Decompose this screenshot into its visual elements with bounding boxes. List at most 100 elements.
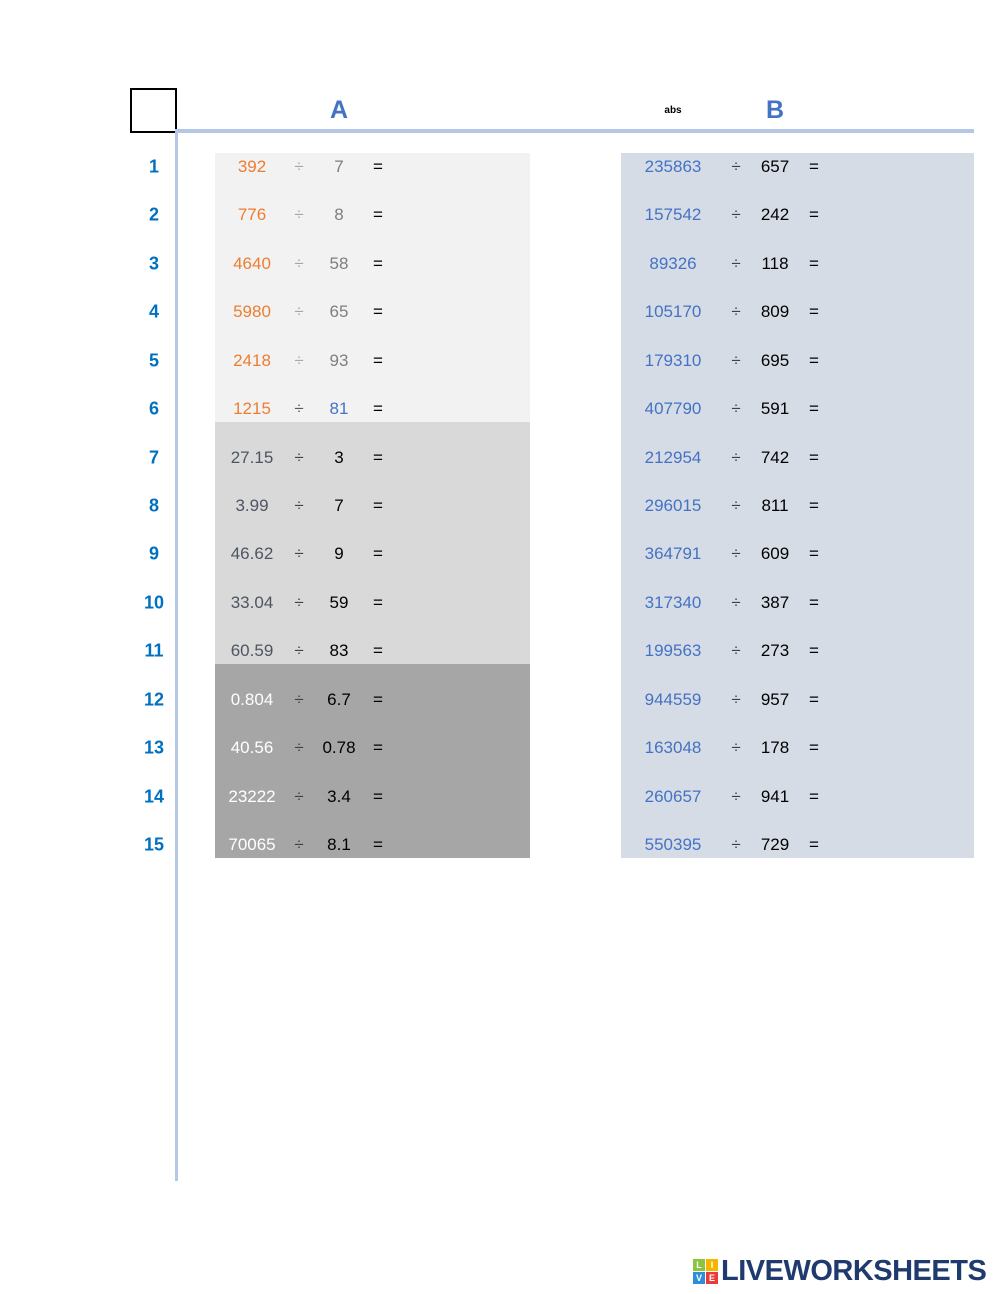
- b-divide-sign: ÷: [731, 786, 741, 806]
- a-dividend: 33.04: [230, 592, 274, 612]
- row-number: 3: [148, 253, 160, 274]
- b-divisor: 273: [760, 641, 790, 661]
- b-dividend: 179310: [644, 350, 702, 370]
- a-equals-sign: =: [373, 641, 383, 661]
- b-dividend: 235863: [644, 157, 702, 176]
- row-number: 10: [143, 592, 165, 613]
- a-divide-sign: ÷: [294, 544, 304, 564]
- band-a-mid: [215, 422, 530, 664]
- a-divisor: 3: [334, 447, 344, 467]
- b-divisor: 609: [760, 544, 790, 564]
- band-a-dark: [215, 664, 530, 858]
- b-divisor: 957: [760, 689, 790, 709]
- a-divisor: 6.7: [327, 689, 351, 709]
- a-divisor: 65: [329, 302, 349, 322]
- b-divide-sign: ÷: [731, 835, 741, 855]
- a-equals-sign: =: [373, 447, 383, 467]
- a-divide-sign: ÷: [294, 786, 304, 806]
- a-divide-sign: ÷: [294, 592, 304, 612]
- b-equals-sign: =: [809, 738, 819, 758]
- b-divide-sign: ÷: [731, 253, 741, 273]
- b-dividend: 105170: [644, 302, 702, 322]
- b-divide-sign: ÷: [731, 496, 741, 515]
- b-divide-sign: ÷: [731, 447, 741, 467]
- b-divisor: 657: [760, 157, 790, 176]
- b-divide-sign: ÷: [731, 641, 741, 661]
- b-equals-sign: =: [809, 641, 819, 661]
- a-dividend: 23222: [228, 786, 276, 806]
- a-divide-sign: ÷: [294, 253, 304, 273]
- row-number: 6: [148, 398, 160, 419]
- b-equals-sign: =: [809, 253, 819, 273]
- row-number: 14: [143, 786, 165, 807]
- answer-box[interactable]: [130, 88, 177, 133]
- b-divisor: 742: [760, 447, 790, 467]
- b-divide-sign: ÷: [731, 205, 741, 225]
- a-divide-sign: ÷: [294, 641, 304, 661]
- a-divide-sign: ÷: [294, 205, 304, 225]
- b-dividend: 407790: [644, 399, 702, 419]
- b-divisor: 387: [760, 592, 790, 612]
- a-equals-sign: =: [373, 496, 383, 515]
- a-dividend: 60.59: [230, 641, 274, 661]
- liveworksheets-logo: L I V E LIVEWORKSHEETS: [693, 1255, 987, 1288]
- row-number: 8: [148, 495, 160, 516]
- a-divide-sign: ÷: [294, 689, 304, 709]
- b-equals-sign: =: [809, 835, 819, 855]
- b-dividend: 260657: [644, 786, 702, 806]
- column-header-b: B: [765, 96, 785, 124]
- b-equals-sign: =: [809, 592, 819, 612]
- b-dividend: 944559: [644, 689, 702, 709]
- a-equals-sign: =: [373, 786, 383, 806]
- row-number: 4: [148, 301, 160, 322]
- a-equals-sign: =: [373, 205, 383, 225]
- a-equals-sign: =: [373, 544, 383, 564]
- b-divisor: 178: [760, 738, 790, 758]
- a-equals-sign: =: [373, 157, 383, 176]
- row-number: 2: [148, 204, 160, 225]
- a-divide-sign: ÷: [294, 157, 304, 176]
- a-divisor: 59: [329, 592, 349, 612]
- abs-label: abs: [664, 105, 682, 116]
- a-equals-sign: =: [373, 689, 383, 709]
- band-a-light: [215, 153, 530, 422]
- b-equals-sign: =: [809, 447, 819, 467]
- a-divisor: 7: [334, 496, 344, 515]
- logo-tiles-icon: L I V E: [693, 1259, 718, 1284]
- row-number: 1: [148, 156, 160, 177]
- b-divisor: 811: [761, 496, 789, 515]
- b-divisor: 809: [760, 302, 790, 322]
- b-dividend: 550395: [644, 835, 702, 855]
- row-number: 11: [144, 640, 164, 661]
- band-b: [621, 153, 974, 858]
- left-axis-line: [175, 130, 178, 1181]
- top-axis-line: [175, 129, 974, 133]
- a-equals-sign: =: [373, 738, 383, 758]
- a-dividend: 27.15: [230, 447, 274, 467]
- a-divide-sign: ÷: [294, 738, 304, 758]
- b-equals-sign: =: [809, 205, 819, 225]
- a-divide-sign: ÷: [294, 350, 304, 370]
- b-equals-sign: =: [809, 157, 819, 176]
- b-divide-sign: ÷: [731, 544, 741, 564]
- b-equals-sign: =: [809, 689, 819, 709]
- b-equals-sign: =: [809, 496, 819, 515]
- a-dividend: 46.62: [230, 544, 274, 564]
- b-divisor: 941: [760, 786, 790, 806]
- b-divisor: 695: [760, 350, 790, 370]
- row-number: 5: [148, 350, 160, 371]
- a-divide-sign: ÷: [294, 399, 304, 419]
- a-dividend: 2418: [233, 350, 271, 370]
- b-equals-sign: =: [809, 350, 819, 370]
- a-dividend: 70065: [228, 835, 276, 855]
- a-divide-sign: ÷: [294, 447, 304, 467]
- b-dividend: 364791: [644, 544, 702, 564]
- b-divide-sign: ÷: [731, 302, 741, 322]
- b-divide-sign: ÷: [731, 350, 741, 370]
- b-divide-sign: ÷: [731, 157, 741, 176]
- a-divisor: 0.78: [322, 738, 356, 758]
- a-divisor: 93: [329, 350, 349, 370]
- b-divisor: 242: [760, 205, 790, 225]
- a-equals-sign: =: [373, 399, 383, 419]
- a-dividend: 4640: [233, 253, 271, 273]
